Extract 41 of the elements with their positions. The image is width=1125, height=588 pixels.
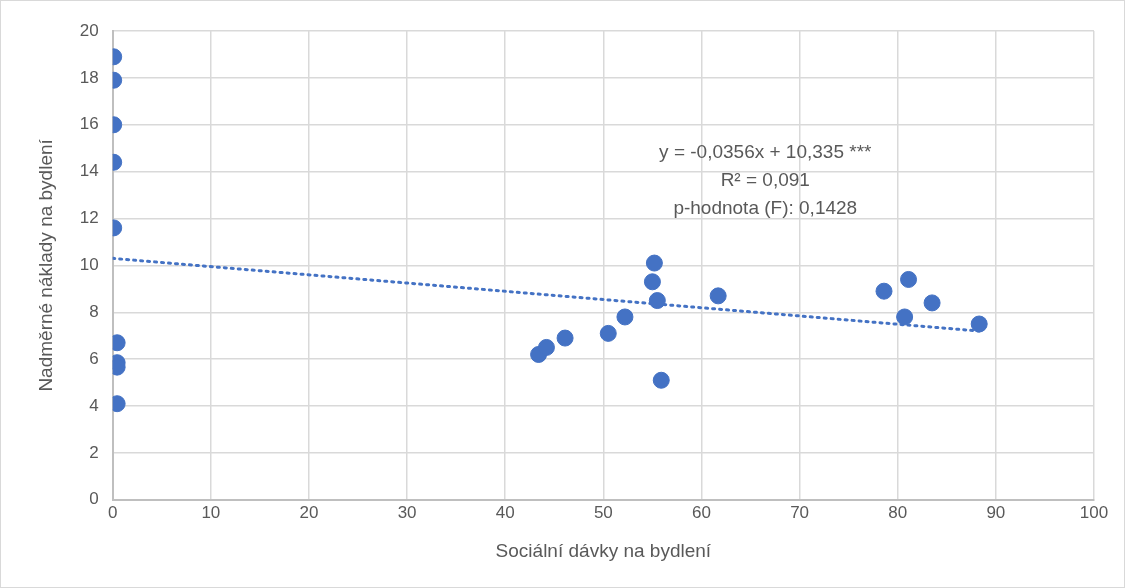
y-tick-label: 18 [79,67,99,87]
point [643,273,661,291]
point [923,294,941,312]
point [970,315,988,333]
y-axis-title: Nadměrné náklady na bydlení [34,138,56,392]
y-tick-label: 16 [79,114,99,134]
x-tick-label: 100 [1079,502,1109,522]
point [599,324,617,342]
point [648,292,666,310]
annotation: y = -0,0356x + 10,335 *** [659,141,873,163]
point [652,371,670,389]
y-tick-label: 2 [89,442,99,462]
y-tick-label: 0 [89,489,99,509]
x-tick-label: 10 [201,502,221,522]
x-tick-label: 40 [495,502,515,522]
x-tick-label: 70 [790,502,810,522]
y-tick-label: 10 [79,255,99,275]
x-tick-label: 60 [692,502,711,522]
point [556,329,574,347]
y-tick-label: 20 [79,20,99,40]
y-tick-label: 14 [79,161,99,181]
point [875,282,893,300]
x-tick-label: 0 [107,502,118,522]
x-tick-label: 20 [299,502,319,522]
annotation: R² = 0,091 [720,169,810,191]
point [537,338,555,356]
x-tick-label: 50 [593,502,613,522]
x-tick-label: 80 [888,502,908,522]
y-tick-label: 12 [79,208,99,228]
x-tick-label: 90 [986,502,1006,522]
y-tick-label: 6 [89,348,99,368]
y-tick-label: 8 [89,301,99,321]
point [896,308,914,326]
x-axis-title: Sociální dávky na bydlení [495,539,712,561]
point [900,270,918,288]
point [616,308,634,326]
x-tick-label: 30 [397,502,417,522]
annotation: p-hodnota (F): 0,1428 [673,197,858,219]
point [645,254,663,272]
point [709,287,727,305]
y-tick-label: 4 [89,395,99,415]
